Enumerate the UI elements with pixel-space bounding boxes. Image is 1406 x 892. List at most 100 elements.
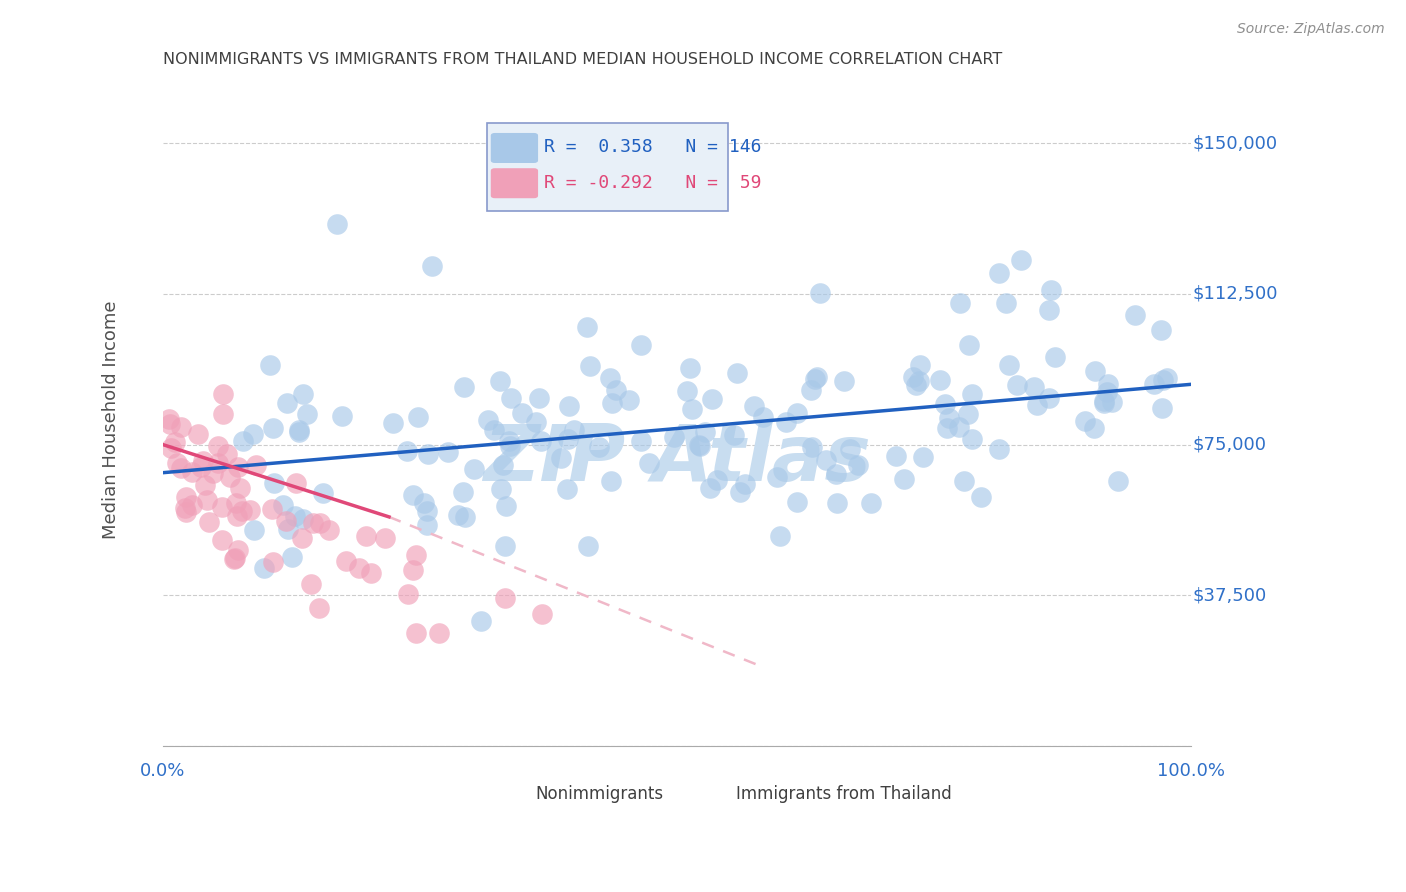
Point — [1038, 392, 1060, 406]
Point — [1123, 308, 1146, 322]
Point — [288, 423, 311, 437]
Point — [786, 407, 808, 421]
Point — [637, 456, 659, 470]
Point — [211, 500, 233, 514]
Point — [901, 369, 924, 384]
Point — [949, 295, 972, 310]
Point — [212, 407, 235, 421]
Point — [193, 453, 215, 467]
Point — [630, 338, 652, 352]
Point — [1092, 394, 1115, 409]
Point — [494, 539, 516, 553]
Point — [693, 425, 716, 439]
Point — [262, 421, 284, 435]
Point — [299, 577, 322, 591]
Point — [562, 423, 585, 437]
Point — [929, 373, 952, 387]
Text: ZIP Atlas: ZIP Atlas — [484, 421, 870, 497]
Point — [988, 442, 1011, 456]
Point — [429, 626, 451, 640]
Point — [335, 553, 357, 567]
Point — [174, 505, 197, 519]
Point — [245, 458, 267, 473]
Point — [706, 473, 728, 487]
Point — [291, 531, 314, 545]
Point — [312, 486, 335, 500]
Text: $75,000: $75,000 — [1192, 435, 1267, 454]
Text: NONIMMIGRANTS VS IMMIGRANTS FROM THAILAND MEDIAN HOUSEHOLD INCOME CORRELATION CH: NONIMMIGRANTS VS IMMIGRANTS FROM THAILAN… — [163, 52, 1002, 67]
Point — [769, 529, 792, 543]
Point — [588, 440, 610, 454]
Point — [451, 484, 474, 499]
Point — [804, 372, 827, 386]
Point — [166, 456, 188, 470]
Point — [273, 498, 295, 512]
Point — [259, 359, 281, 373]
Point — [283, 509, 305, 524]
Point — [886, 449, 908, 463]
Point — [195, 492, 218, 507]
Point — [953, 474, 976, 488]
Point — [157, 412, 180, 426]
Point — [197, 515, 219, 529]
Point — [970, 490, 993, 504]
Point — [808, 285, 831, 300]
Text: Median Household Income: Median Household Income — [103, 301, 121, 539]
Point — [688, 438, 710, 452]
Point — [396, 587, 419, 601]
Point — [187, 426, 209, 441]
Text: Source: ZipAtlas.com: Source: ZipAtlas.com — [1237, 22, 1385, 37]
Point — [960, 386, 983, 401]
Point — [405, 548, 427, 562]
Point — [1097, 376, 1119, 391]
Point — [498, 434, 520, 449]
Point — [284, 475, 307, 490]
Point — [396, 443, 419, 458]
Point — [1039, 283, 1062, 297]
Point — [558, 399, 581, 413]
Point — [374, 531, 396, 545]
Point — [960, 432, 983, 446]
Point — [605, 384, 627, 398]
Point — [228, 482, 250, 496]
Point — [911, 450, 934, 465]
Point — [1083, 420, 1105, 434]
Point — [263, 476, 285, 491]
Point — [454, 510, 477, 524]
Point — [775, 416, 797, 430]
Point — [1005, 378, 1028, 392]
Text: $150,000: $150,000 — [1192, 135, 1278, 153]
Point — [957, 407, 980, 421]
Point — [1101, 394, 1123, 409]
Point — [470, 614, 492, 628]
Point — [1092, 395, 1115, 409]
Point — [752, 410, 775, 425]
Point — [510, 406, 533, 420]
Point — [416, 504, 439, 518]
Point — [291, 512, 314, 526]
Point — [1022, 379, 1045, 393]
Point — [226, 542, 249, 557]
Point — [664, 430, 686, 444]
Point — [226, 508, 249, 523]
Point — [211, 533, 233, 548]
Point — [401, 563, 423, 577]
Point — [489, 374, 512, 388]
Point — [262, 502, 284, 516]
Point — [224, 550, 246, 565]
Point — [1073, 414, 1095, 428]
Point — [679, 360, 702, 375]
Point — [318, 523, 340, 537]
Point — [330, 409, 353, 424]
Point — [846, 458, 869, 472]
Point — [699, 481, 721, 495]
Point — [181, 465, 204, 479]
Point — [599, 371, 621, 385]
Point — [725, 366, 748, 380]
FancyBboxPatch shape — [685, 781, 731, 806]
Text: Nonimmigrants: Nonimmigrants — [534, 785, 664, 803]
Point — [170, 419, 193, 434]
Point — [689, 439, 711, 453]
Point — [579, 359, 602, 373]
Point — [477, 413, 499, 427]
